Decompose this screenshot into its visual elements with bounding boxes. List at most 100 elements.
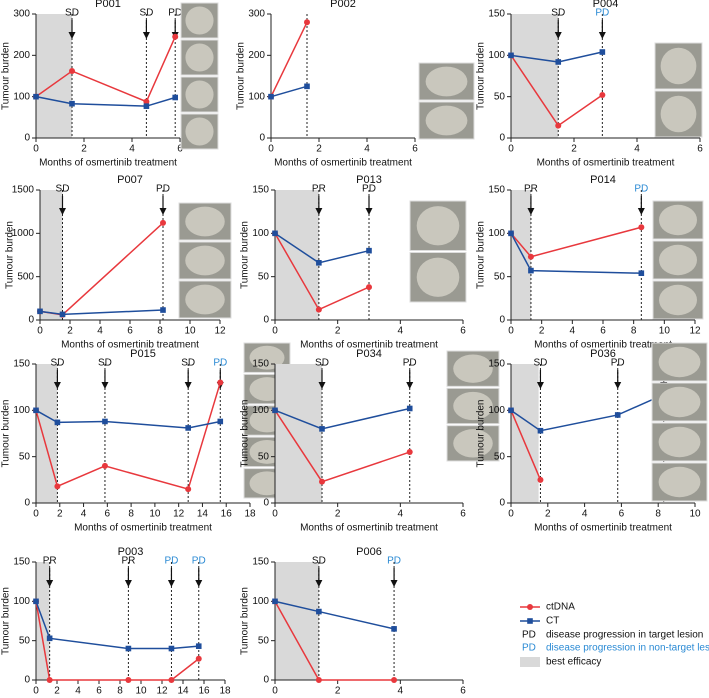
y-tick-label: 150 [488, 9, 505, 20]
y-tick-label: 150 [252, 185, 269, 196]
y-tick-label: 0 [28, 315, 34, 326]
event-arrowhead [598, 32, 606, 39]
best-efficacy-shade [36, 14, 72, 138]
x-tick-label: 2 [335, 326, 341, 337]
legend-symbol: PD [522, 643, 536, 654]
event-label: PR [121, 556, 135, 567]
event-arrowhead [406, 382, 414, 389]
point [160, 219, 166, 226]
y-tick-label: 50 [258, 451, 270, 462]
x-tick-label: 8 [128, 509, 134, 520]
x-tick-label: 14 [197, 509, 209, 520]
y-tick-label: 0 [263, 498, 269, 509]
best-efficacy-shade [275, 190, 319, 320]
y-axis-label: Tumour burden [476, 42, 487, 110]
panel-title: P007 [117, 174, 143, 186]
y-tick-label: 100 [488, 50, 505, 61]
x-axis-label: Months of osmertinib treatment [300, 523, 438, 534]
best-efficacy-shade [275, 562, 319, 680]
event-label: SD [551, 8, 565, 19]
point [555, 122, 562, 129]
point [33, 598, 39, 605]
x-tick-label: 6 [619, 509, 625, 520]
event-arrowhead [536, 382, 544, 389]
x-tick-label: 0 [37, 326, 43, 337]
point [217, 418, 224, 425]
x-axis-label: Months of osmertinib treatment [61, 340, 199, 351]
event-label: SD [139, 8, 153, 19]
scan-detail [185, 6, 214, 35]
y-tick-label: 100 [13, 91, 30, 102]
scan-detail [658, 346, 701, 378]
point [125, 677, 132, 683]
y-axis-label: Tumour burden [240, 221, 251, 289]
point [304, 83, 310, 90]
legend-label: CT [546, 616, 559, 627]
event-arrowhead [365, 208, 373, 215]
scan-detail [658, 426, 701, 458]
x-tick-label: 12 [173, 509, 185, 520]
series-line [35, 95, 176, 107]
scan-detail [659, 244, 697, 276]
point [508, 407, 514, 414]
event-arrowhead [195, 580, 203, 587]
panel-title: P003 [118, 546, 144, 558]
x-tick-label: 4 [97, 326, 103, 337]
x-tick-label: 12 [689, 326, 701, 337]
point [366, 284, 372, 291]
point [508, 230, 514, 237]
x-tick-label: 4 [634, 144, 640, 155]
event-arrowhead [101, 382, 109, 389]
x-axis-label: Months of osmertinib treatment [534, 340, 672, 351]
x-tick-label: 6 [460, 326, 466, 337]
x-tick-label: 0 [508, 326, 514, 337]
y-tick-label: 0 [24, 133, 30, 144]
panel-title: P013 [356, 174, 382, 186]
point [172, 33, 179, 40]
point [391, 677, 398, 683]
event-label: SD [312, 556, 326, 567]
point [614, 412, 621, 418]
point [366, 247, 372, 254]
y-tick-label: 150 [13, 359, 30, 370]
x-tick-label: 2 [57, 509, 63, 520]
x-tick-label: 4 [398, 509, 404, 520]
x-tick-label: 16 [221, 509, 233, 520]
y-tick-label: 50 [494, 451, 506, 462]
x-tick-label: 4 [364, 144, 370, 155]
point [316, 260, 322, 266]
y-tick-label: 100 [488, 228, 505, 239]
x-tick-label: 2 [67, 326, 73, 337]
series-line [270, 21, 308, 97]
event-arrowhead [318, 382, 326, 389]
x-tick-label: 6 [127, 326, 133, 337]
panel-title: P006 [356, 546, 382, 558]
event-label: PD [362, 184, 376, 195]
y-axis-label: Tumour burden [5, 221, 16, 289]
point [143, 103, 150, 109]
x-tick-label: 10 [689, 509, 701, 520]
y-tick-label: 300 [248, 9, 265, 20]
series-line [35, 382, 221, 491]
point [185, 486, 192, 493]
point [185, 425, 191, 431]
scan-detail [425, 66, 468, 97]
event-label: PD [156, 184, 170, 195]
x-tick-label: 0 [33, 686, 39, 697]
y-tick-label: 0 [24, 498, 30, 509]
x-tick-label: 8 [655, 509, 661, 520]
point [406, 449, 413, 456]
y-tick-label: 1000 [12, 228, 35, 239]
point [172, 94, 178, 101]
point [125, 645, 132, 652]
event-label: PD [403, 358, 417, 369]
y-axis-label: Tumour burden [236, 42, 247, 110]
point [195, 655, 202, 662]
event-label: PD [387, 556, 401, 567]
legend-label: best efficacy [546, 657, 601, 668]
y-tick-label: 150 [488, 359, 505, 370]
event-arrowhead [184, 382, 192, 389]
event-arrowhead [614, 382, 622, 389]
y-tick-label: 50 [19, 451, 31, 462]
y-tick-label: 0 [263, 675, 269, 686]
